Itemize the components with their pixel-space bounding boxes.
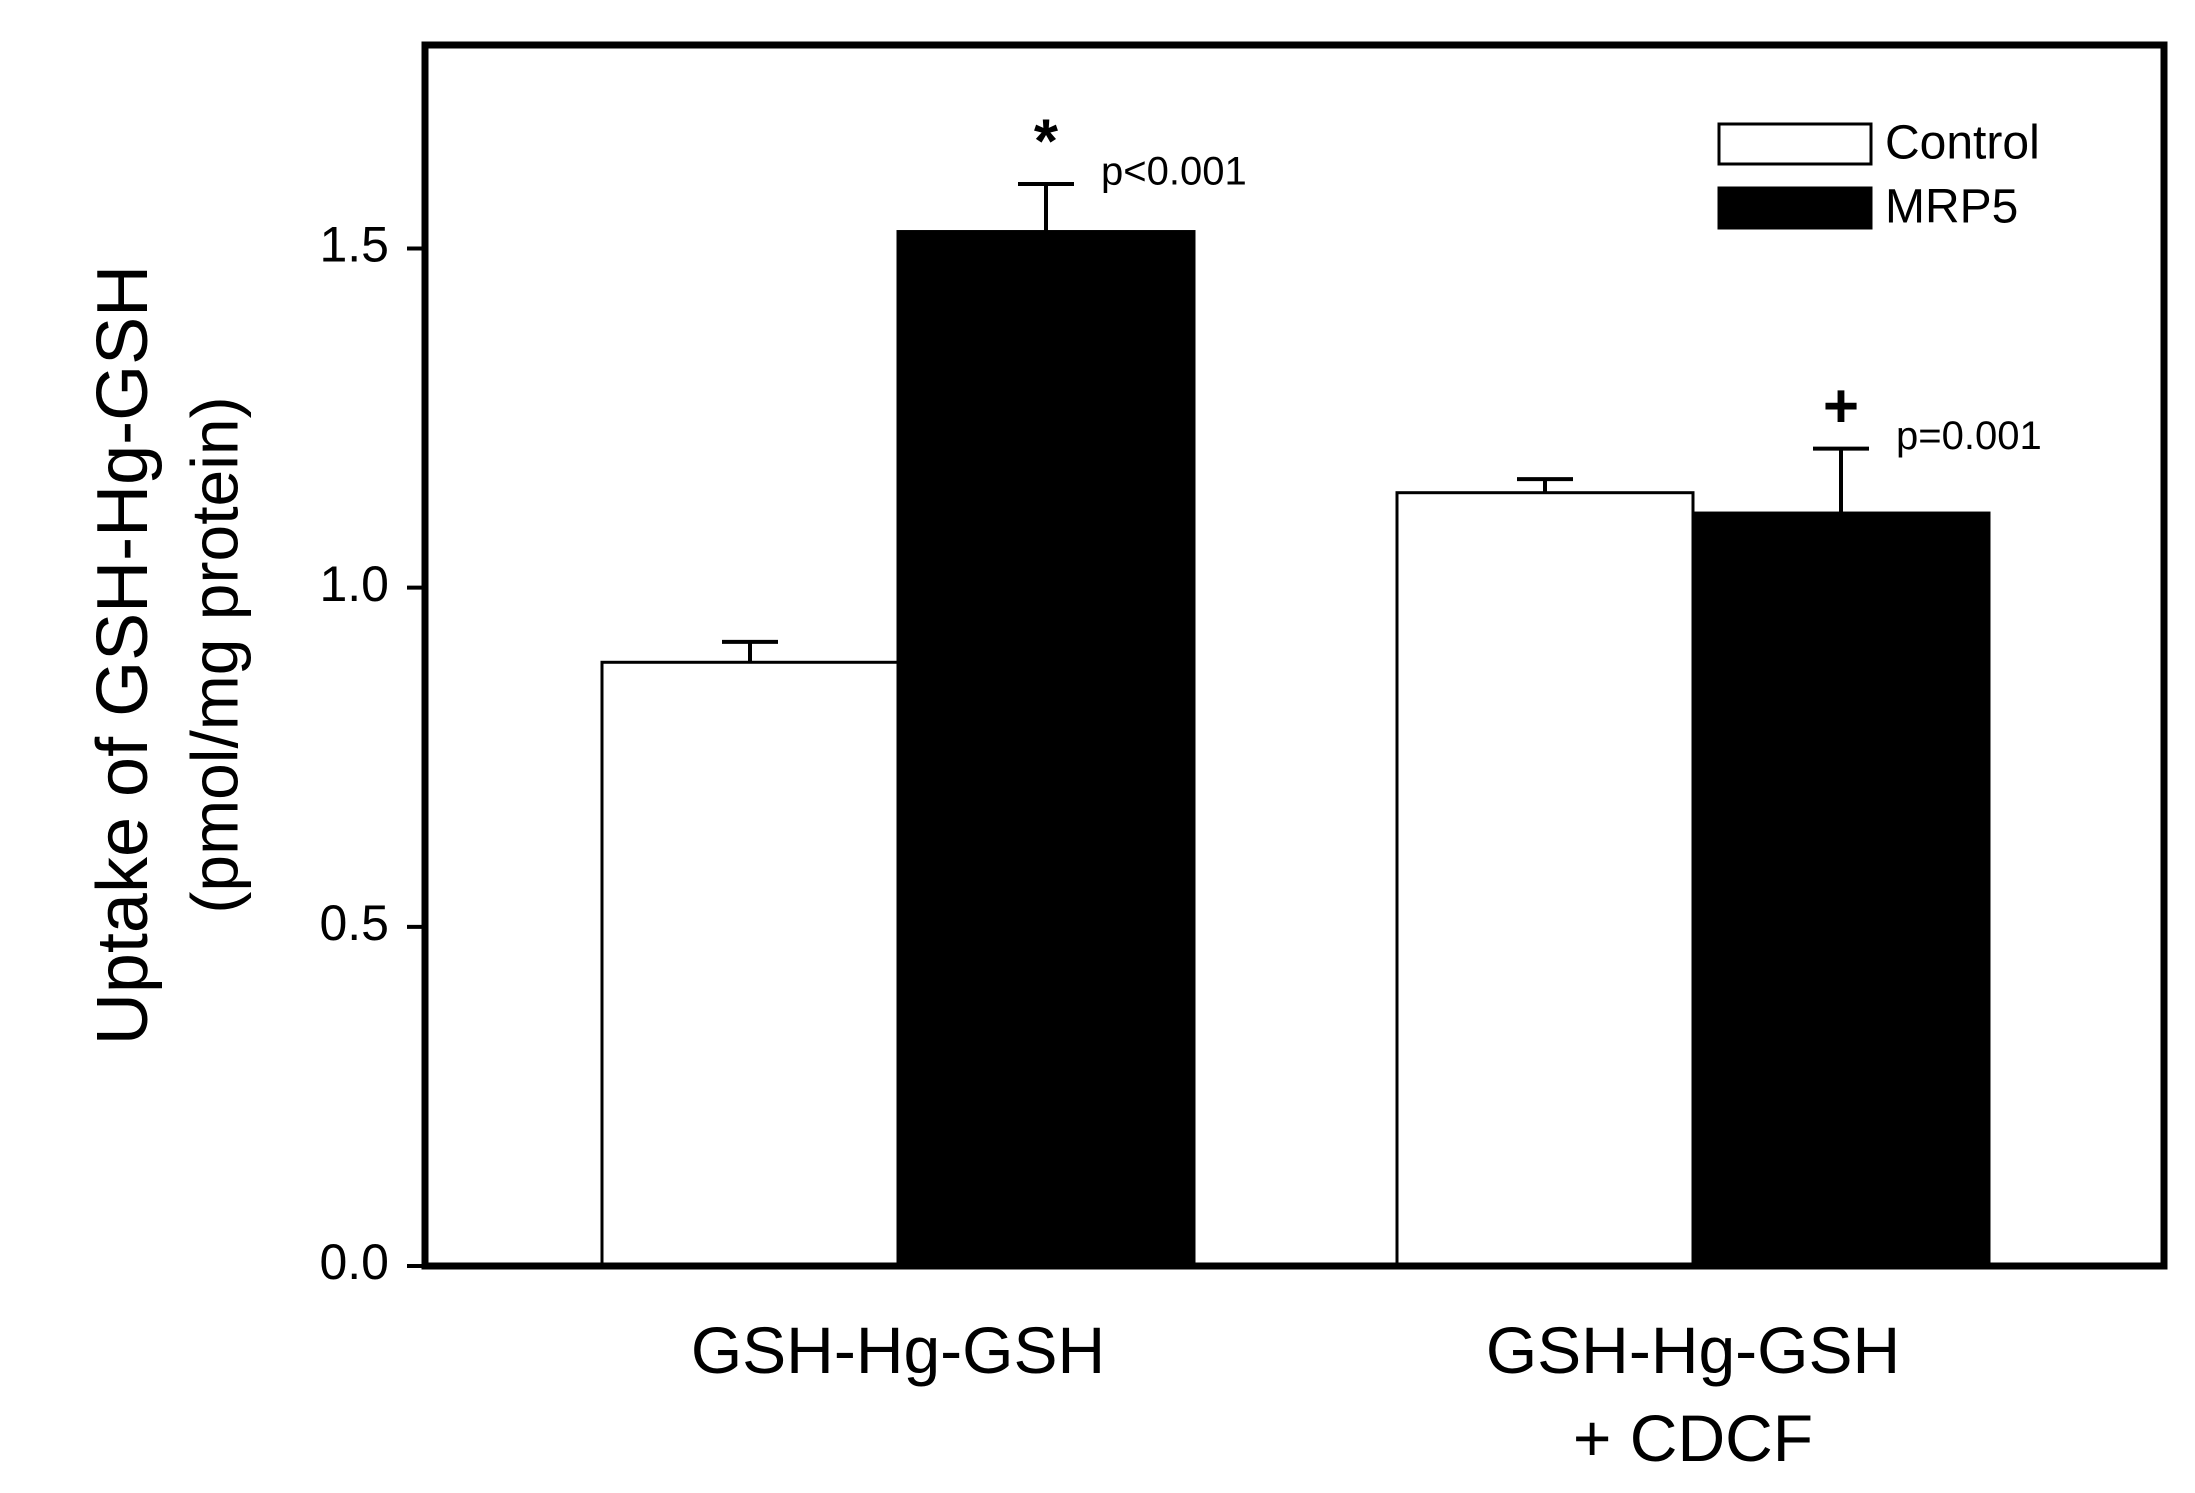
y-axis-title: Uptake of GSH-Hg-GSH (pmol/mg protein) <box>83 265 251 1045</box>
bar <box>600 660 900 1268</box>
legend-swatch <box>1717 186 1873 230</box>
bar <box>896 230 1196 1268</box>
significance-marker: + <box>1823 372 1859 441</box>
p-value: p=0.001 <box>1896 414 2042 458</box>
y-axis-label: Uptake of GSH-Hg-GSH <box>83 265 163 1045</box>
x-tick-label: GSH-Hg-GSH <box>690 1313 1106 1387</box>
p-value: p<0.001 <box>1101 150 1247 194</box>
y-tick-label: 0.5 <box>319 895 389 951</box>
bar <box>1691 511 1991 1268</box>
significance-marker: * <box>1034 107 1059 176</box>
x-tick-label: GSH-Hg-GSH + CDCF <box>1485 1313 1901 1475</box>
y-tick-label: 0.0 <box>319 1234 389 1290</box>
legend-label: Control <box>1885 117 2040 170</box>
legend-swatch <box>1717 122 1873 166</box>
y-tick-label: 1.5 <box>319 217 389 273</box>
plot-frame <box>421 41 2168 1270</box>
y-tick-label: 1.0 <box>319 556 389 612</box>
y-axis-label: (pmol/mg protein) <box>177 396 251 913</box>
bar <box>1395 491 1695 1268</box>
legend-label: MRP5 <box>1885 181 2018 234</box>
